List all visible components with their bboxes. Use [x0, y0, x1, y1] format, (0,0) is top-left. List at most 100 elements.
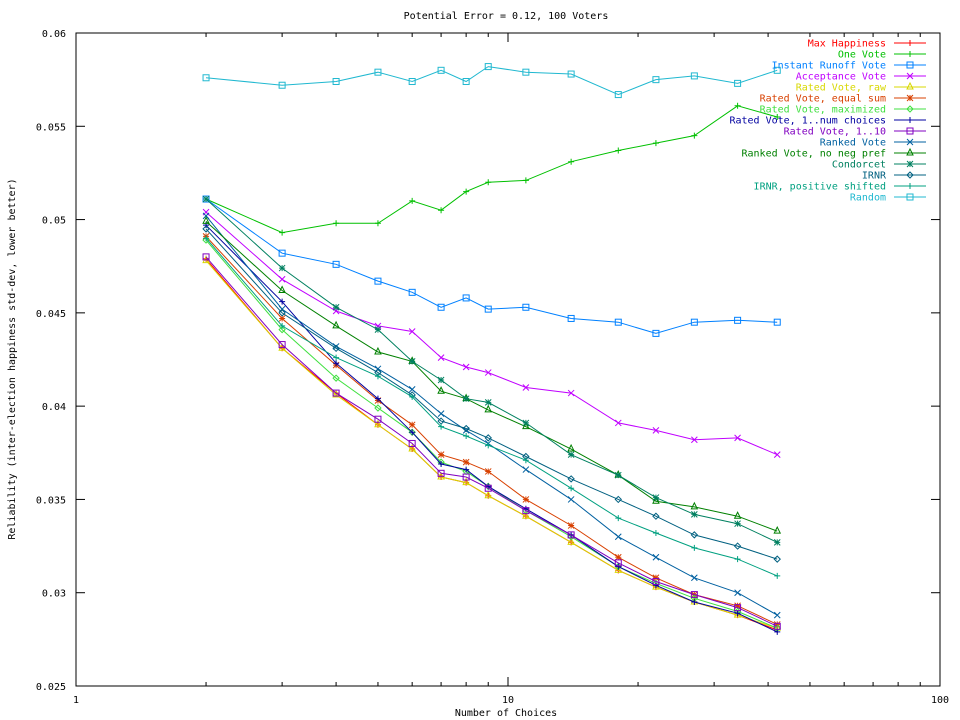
- data-point: [522, 177, 529, 184]
- data-point: [202, 195, 210, 203]
- data-point: [437, 354, 445, 361]
- data-point: [567, 70, 575, 78]
- legend-entry: One Vote: [838, 50, 926, 61]
- data-point: [614, 471, 622, 479]
- y-tick-label: 0.035: [36, 495, 66, 506]
- data-point: [408, 385, 416, 393]
- series-14: [202, 63, 781, 99]
- data-point: [409, 429, 416, 436]
- data-point: [332, 344, 340, 353]
- series-line: [205, 198, 778, 334]
- data-point: [202, 212, 210, 220]
- data-point: [462, 363, 470, 371]
- legend-label: Instant Runoff Vote: [772, 61, 886, 72]
- data-point: [408, 428, 416, 436]
- data-point: [522, 496, 530, 503]
- data-point: [522, 384, 530, 391]
- data-point: [202, 74, 210, 82]
- legend-label: Rated Vote, 1..num choices: [729, 116, 886, 127]
- data-point: [374, 277, 382, 285]
- data-point: [652, 582, 659, 589]
- legend-entry: Condorcet: [832, 160, 926, 171]
- data-point: [278, 309, 286, 317]
- data-point: [408, 421, 416, 429]
- legend-label: One Vote: [838, 50, 886, 61]
- legend-marker: [906, 127, 914, 135]
- data-point: [734, 520, 741, 528]
- legend-entry: IRNR: [862, 171, 926, 182]
- data-point: [567, 451, 575, 459]
- data-point: [374, 415, 382, 423]
- data-point: [691, 132, 698, 139]
- data-point: [202, 253, 210, 261]
- y-tick-label: 0.025: [36, 682, 66, 693]
- data-point: [438, 423, 445, 430]
- data-point: [734, 102, 741, 109]
- legend-label: Max Happiness: [808, 39, 886, 50]
- data-point: [202, 236, 210, 244]
- data-point: [462, 294, 470, 302]
- legend-label: Rated Vote, maximized: [760, 105, 886, 116]
- data-point: [774, 113, 781, 120]
- x-axis-label: Number of Choices: [455, 708, 557, 719]
- series-line: [205, 221, 778, 532]
- data-point: [652, 530, 659, 537]
- legend-entry: Random: [850, 193, 926, 204]
- data-point: [408, 439, 416, 447]
- data-point: [522, 466, 530, 473]
- axes: 0.025 0.03 0.035 0.04 0.045 0.05 0.055 0.06 1 10 1…: [36, 29, 949, 706]
- data-point: [437, 376, 445, 384]
- legend-marker: [906, 105, 914, 113]
- data-point: [484, 399, 492, 406]
- data-point: [652, 496, 660, 504]
- legend-marker: [907, 117, 913, 123]
- data-point: [652, 140, 659, 147]
- data-point: [278, 249, 286, 257]
- data-point: [408, 358, 416, 365]
- data-point: [462, 395, 470, 403]
- data-point: [522, 421, 530, 430]
- legend-label: Rated Vote, 1..10: [784, 127, 886, 138]
- data-point: [463, 466, 470, 473]
- x-tick-label: 100: [931, 695, 949, 706]
- legend-marker: [906, 160, 914, 168]
- data-point: [522, 303, 530, 311]
- data-point: [652, 329, 660, 337]
- data-point: [734, 602, 741, 610]
- series-line: [205, 105, 778, 234]
- data-point: [567, 537, 575, 545]
- data-point: [774, 572, 781, 579]
- data-point: [691, 544, 698, 551]
- data-point: [278, 325, 286, 334]
- data-point: [438, 460, 445, 467]
- series-line: [205, 260, 778, 629]
- data-point: [522, 457, 529, 464]
- series-1: [203, 102, 781, 236]
- data-point: [484, 305, 492, 313]
- legend-marker: [906, 138, 914, 146]
- data-point: [462, 424, 470, 433]
- data-point: [278, 285, 286, 293]
- data-point: [374, 68, 382, 76]
- data-point: [734, 316, 742, 324]
- legend-entry: Instant Runoff Vote: [772, 61, 926, 72]
- data-point: [567, 389, 575, 397]
- data-point: [462, 477, 470, 486]
- data-point: [615, 515, 622, 522]
- data-point: [437, 451, 445, 459]
- y-tick-label: 0.045: [36, 309, 66, 320]
- data-point: [733, 542, 742, 550]
- data-point: [690, 72, 698, 80]
- data-point: [690, 511, 698, 518]
- data-point: [484, 434, 492, 442]
- data-point: [734, 434, 741, 442]
- data-point: [652, 553, 660, 561]
- legend-marker: [906, 193, 914, 201]
- data-point: [332, 260, 340, 268]
- data-point: [734, 79, 742, 87]
- data-point: [203, 235, 210, 242]
- data-point: [568, 158, 575, 165]
- data-point: [773, 621, 781, 628]
